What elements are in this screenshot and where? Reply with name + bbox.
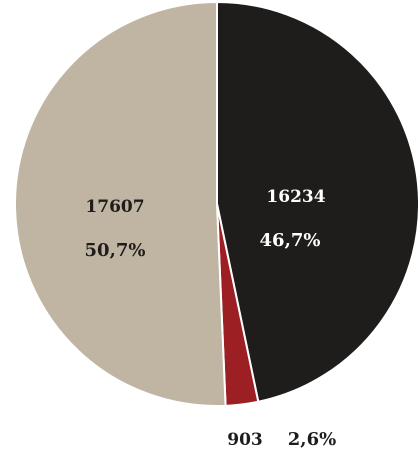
pie-slices	[14, 0, 418, 407]
slice-red-percent-label: 2,6%	[288, 429, 336, 450]
slice-dark-value-label: 16234	[266, 187, 325, 207]
slice-red-value-label: 903	[227, 430, 263, 450]
pie-slice-beige	[14, 0, 227, 407]
slice-beige-value-label: 17607	[85, 197, 144, 217]
slice-dark-percent-label: 46,7%	[260, 230, 321, 251]
slice-beige-percent-label: 50,7%	[85, 240, 146, 261]
